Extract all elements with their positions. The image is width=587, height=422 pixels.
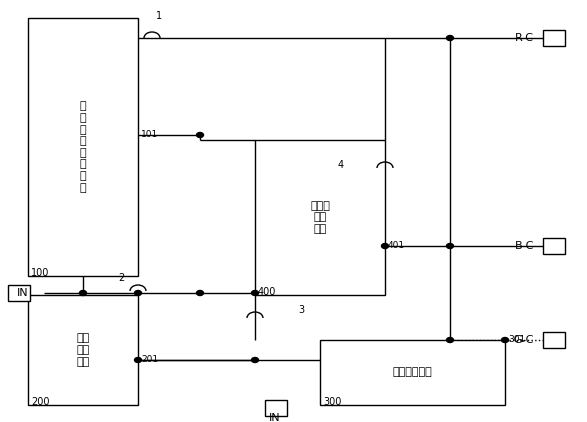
Bar	[8, 285, 30, 301]
Circle shape	[79, 290, 86, 295]
Circle shape	[447, 338, 454, 343]
Bar	[543, 332, 565, 348]
Text: 使能
控制
模塊: 使能 控制 模塊	[76, 333, 90, 367]
Text: 401: 401	[388, 241, 405, 251]
Text: 1: 1	[156, 11, 162, 21]
Bar	[28, 18, 138, 276]
Bar	[543, 30, 565, 46]
Text: 2: 2	[118, 273, 124, 283]
Text: 201: 201	[141, 355, 158, 365]
Text: 101: 101	[141, 130, 158, 140]
Circle shape	[447, 35, 454, 41]
Text: G-C: G-C	[514, 335, 534, 345]
Bar	[255, 140, 385, 295]
Circle shape	[134, 357, 141, 362]
Text: 基色光
輸出
模塊: 基色光 輸出 模塊	[310, 201, 330, 234]
Bar	[543, 238, 565, 254]
Bar	[265, 400, 287, 416]
Circle shape	[251, 290, 258, 295]
Circle shape	[501, 338, 508, 343]
Circle shape	[197, 133, 204, 138]
Text: R-C: R-C	[515, 33, 534, 43]
Text: 時序控制模塊: 時序控制模塊	[393, 368, 433, 378]
Circle shape	[251, 357, 258, 362]
Text: 200: 200	[31, 397, 49, 407]
Text: IN: IN	[269, 413, 281, 422]
Bar	[320, 340, 505, 405]
Text: 3: 3	[298, 305, 304, 315]
Bar	[28, 295, 138, 405]
Text: 400: 400	[258, 287, 276, 297]
Text: 100: 100	[31, 268, 49, 278]
Text: B-C: B-C	[515, 241, 534, 251]
Text: 301: 301	[508, 335, 525, 344]
Text: 300: 300	[323, 397, 342, 407]
Circle shape	[447, 243, 454, 249]
Text: 光
源
選
通
控
制
模
塊: 光 源 選 通 控 制 模 塊	[80, 101, 86, 192]
Circle shape	[134, 290, 141, 295]
Circle shape	[197, 290, 204, 295]
Circle shape	[382, 243, 389, 249]
Text: IN: IN	[17, 288, 29, 298]
Text: 4: 4	[338, 160, 344, 170]
